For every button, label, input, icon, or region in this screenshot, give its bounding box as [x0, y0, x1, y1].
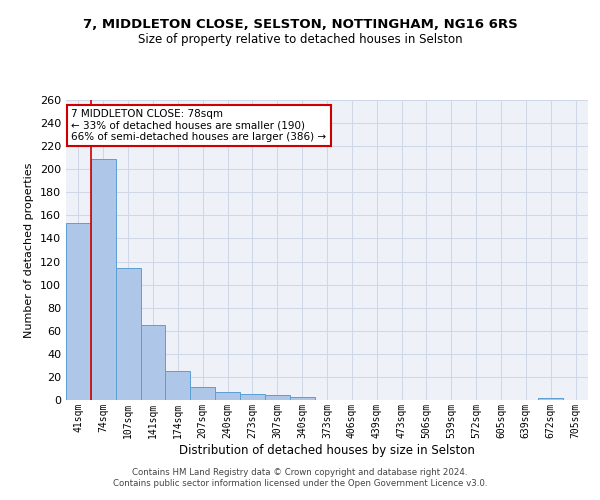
Bar: [215, 392, 240, 400]
Bar: [290, 396, 314, 400]
Bar: [265, 396, 290, 400]
Bar: [166, 371, 190, 400]
Text: 7, MIDDLETON CLOSE, SELSTON, NOTTINGHAM, NG16 6RS: 7, MIDDLETON CLOSE, SELSTON, NOTTINGHAM,…: [83, 18, 517, 30]
Bar: [538, 398, 563, 400]
Bar: [66, 224, 91, 400]
Text: Contains HM Land Registry data © Crown copyright and database right 2024.
Contai: Contains HM Land Registry data © Crown c…: [113, 468, 487, 487]
Text: 7 MIDDLETON CLOSE: 78sqm
← 33% of detached houses are smaller (190)
66% of semi-: 7 MIDDLETON CLOSE: 78sqm ← 33% of detach…: [71, 109, 326, 142]
Bar: [140, 325, 166, 400]
X-axis label: Distribution of detached houses by size in Selston: Distribution of detached houses by size …: [179, 444, 475, 456]
Bar: [240, 394, 265, 400]
Y-axis label: Number of detached properties: Number of detached properties: [25, 162, 34, 338]
Text: Size of property relative to detached houses in Selston: Size of property relative to detached ho…: [137, 32, 463, 46]
Bar: [91, 159, 116, 400]
Bar: [190, 388, 215, 400]
Bar: [116, 268, 140, 400]
